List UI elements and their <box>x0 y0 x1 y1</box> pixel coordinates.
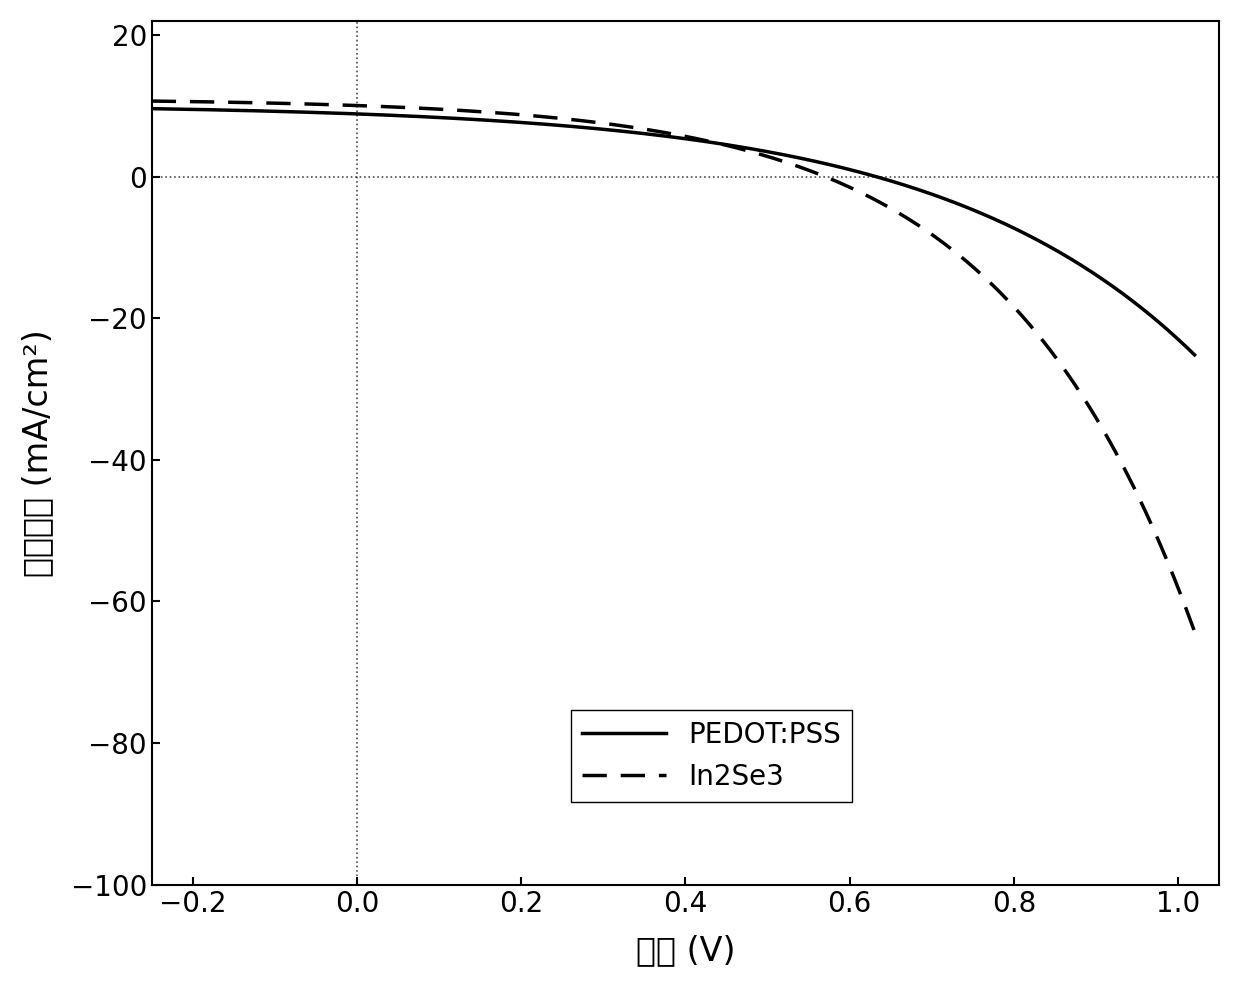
In2Se3 <box>144 95 159 107</box>
PEDOT:PSS <box>604 124 619 136</box>
In2Se3 <box>565 114 580 125</box>
PEDOT:PSS <box>250 105 265 117</box>
PEDOT:PSS <box>957 201 972 212</box>
In2Se3 <box>250 97 265 109</box>
In2Se3 <box>1187 625 1202 637</box>
Y-axis label: 电流密度 (mA/cm²): 电流密度 (mA/cm²) <box>21 329 53 577</box>
PEDOT:PSS <box>976 208 991 220</box>
In2Se3 <box>861 190 875 202</box>
Line: PEDOT:PSS: PEDOT:PSS <box>151 109 1194 355</box>
PEDOT:PSS <box>861 168 875 180</box>
In2Se3 <box>976 271 991 283</box>
Line: In2Se3: In2Se3 <box>151 101 1194 631</box>
PEDOT:PSS <box>565 121 580 132</box>
In2Se3 <box>957 254 972 266</box>
In2Se3 <box>604 119 619 130</box>
Legend: PEDOT:PSS, In2Se3: PEDOT:PSS, In2Se3 <box>572 709 852 801</box>
PEDOT:PSS <box>1187 349 1202 361</box>
PEDOT:PSS <box>144 103 159 115</box>
X-axis label: 电压 (V): 电压 (V) <box>636 935 735 967</box>
